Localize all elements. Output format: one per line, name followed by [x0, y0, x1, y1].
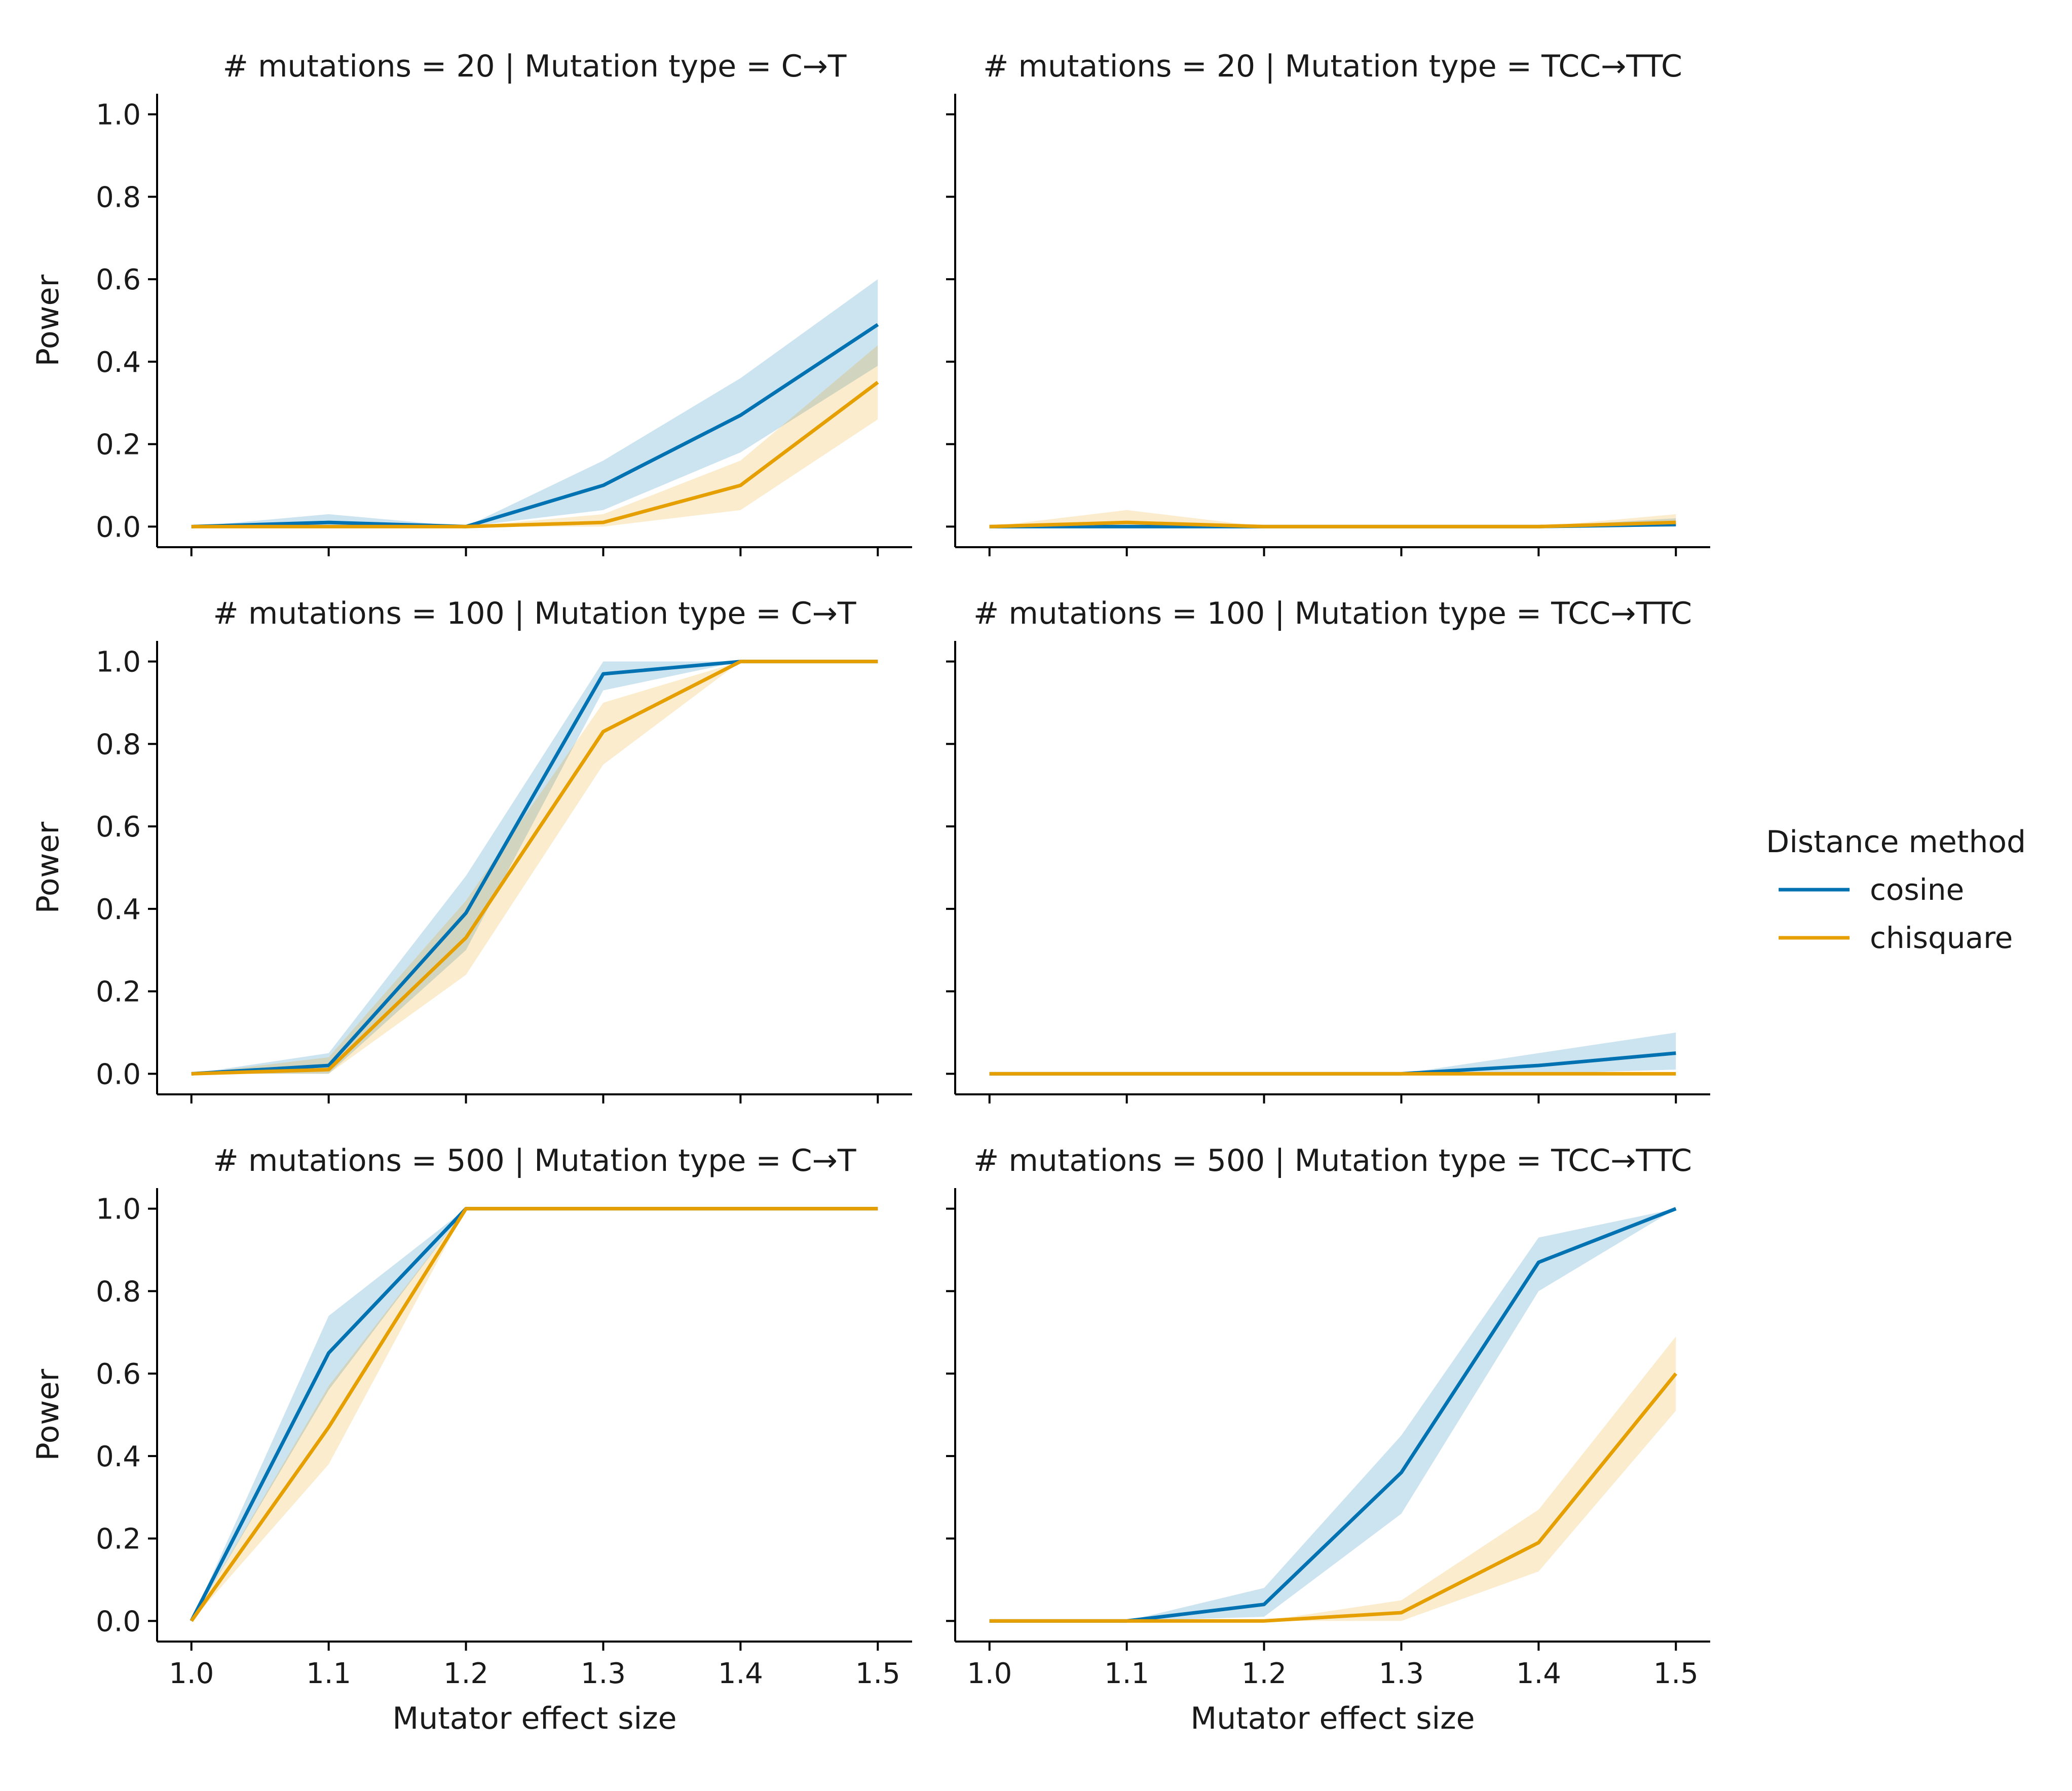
legend-label-cosine: cosine: [1870, 872, 1964, 907]
ci-band-chisquare: [191, 661, 878, 1074]
y-tick-label: 0.0: [96, 511, 141, 544]
panel-3: # mutations = 100 | Mutation type = C→T 0…: [30, 596, 912, 1103]
y-tick-label: 0.2: [96, 976, 141, 1009]
panel-title: # mutations = 100 | Mutation type = TCC→…: [973, 596, 1692, 631]
y-tick-label: 0.0: [96, 1058, 141, 1091]
x-tick-label: 1.1: [1104, 1657, 1149, 1690]
panel-title: # mutations = 20 | Mutation type = C→T: [223, 49, 847, 84]
y-tick-label: 0.2: [96, 429, 141, 462]
ci-band-chisquare: [989, 1336, 1676, 1621]
y-tick-label: 1.0: [96, 1193, 141, 1226]
ci-band-cosine: [191, 279, 878, 527]
x-tick-label: 1.0: [967, 1657, 1012, 1690]
panel-2: # mutations = 20 | Mutation type = TCC→T…: [946, 49, 1710, 556]
ci-band-cosine: [989, 1208, 1676, 1621]
y-axis-label: Power: [30, 821, 66, 913]
x-tick-label: 1.1: [306, 1657, 351, 1690]
y-axis-label: Power: [30, 274, 66, 366]
ci-band-cosine: [191, 1208, 878, 1621]
series-line-chisquare: [191, 660, 878, 1076]
x-tick-label: 1.0: [169, 1657, 214, 1690]
y-tick-label: 1.0: [96, 99, 141, 132]
x-tick-label: 1.5: [1653, 1657, 1699, 1690]
legend: Distance method cosine chisquare: [1766, 824, 2026, 955]
y-axis-label: Power: [30, 1368, 66, 1461]
x-tick-label: 1.2: [1241, 1657, 1287, 1690]
panel-title: # mutations = 20 | Mutation type = TCC→T…: [983, 49, 1682, 84]
panel-1: # mutations = 20 | Mutation type = C→T 0.…: [30, 49, 912, 556]
ci-band-cosine: [989, 1032, 1676, 1074]
y-tick-label: 0.8: [96, 1275, 141, 1308]
panel-title: # mutations = 500 | Mutation type = TCC→…: [973, 1143, 1692, 1178]
x-tick-label: 1.3: [581, 1657, 626, 1690]
x-tick-label: 1.4: [1516, 1657, 1561, 1690]
x-tick-label: 1.4: [718, 1657, 763, 1690]
panel-title: # mutations = 100 | Mutation type = C→T: [213, 596, 856, 631]
x-tick-label: 1.3: [1379, 1657, 1424, 1690]
y-tick-label: 0.8: [96, 181, 141, 214]
panel-6: # mutations = 500 | Mutation type = TCC→…: [946, 1143, 1710, 1736]
x-tick-label: 1.5: [855, 1657, 900, 1690]
panel-5: # mutations = 500 | Mutation type = C→T 0…: [30, 1143, 912, 1736]
y-tick-label: 0.6: [96, 263, 141, 296]
series-line-chisquare: [191, 380, 879, 528]
x-tick-label: 1.2: [443, 1657, 488, 1690]
panel-title: # mutations = 500 | Mutation type = C→T: [213, 1143, 856, 1178]
series-line-chisquare: [989, 1372, 1677, 1623]
series-line-chisquare: [989, 520, 1676, 528]
y-tick-label: 0.6: [96, 1358, 141, 1391]
series-line-cosine: [191, 323, 879, 528]
x-axis-label: Mutator effect size: [1190, 1701, 1475, 1736]
x-axis-label: Mutator effect size: [392, 1701, 676, 1736]
y-tick-label: 1.0: [96, 646, 141, 679]
y-tick-label: 0.0: [96, 1605, 141, 1638]
y-tick-label: 0.4: [96, 893, 141, 926]
legend-title: Distance method: [1766, 824, 2026, 860]
y-tick-label: 0.6: [96, 811, 141, 844]
ci-band-chisquare: [191, 1208, 878, 1621]
legend-label-chisquare: chisquare: [1870, 921, 2013, 955]
y-tick-label: 0.2: [96, 1523, 141, 1556]
y-tick-label: 0.4: [96, 346, 141, 379]
series-line-chisquare: [190, 1207, 878, 1622]
y-tick-label: 0.8: [96, 728, 141, 761]
panel-4: # mutations = 100 | Mutation type = TCC→…: [946, 596, 1710, 1103]
y-tick-label: 0.4: [96, 1440, 141, 1473]
ci-band-chisquare: [191, 345, 878, 527]
